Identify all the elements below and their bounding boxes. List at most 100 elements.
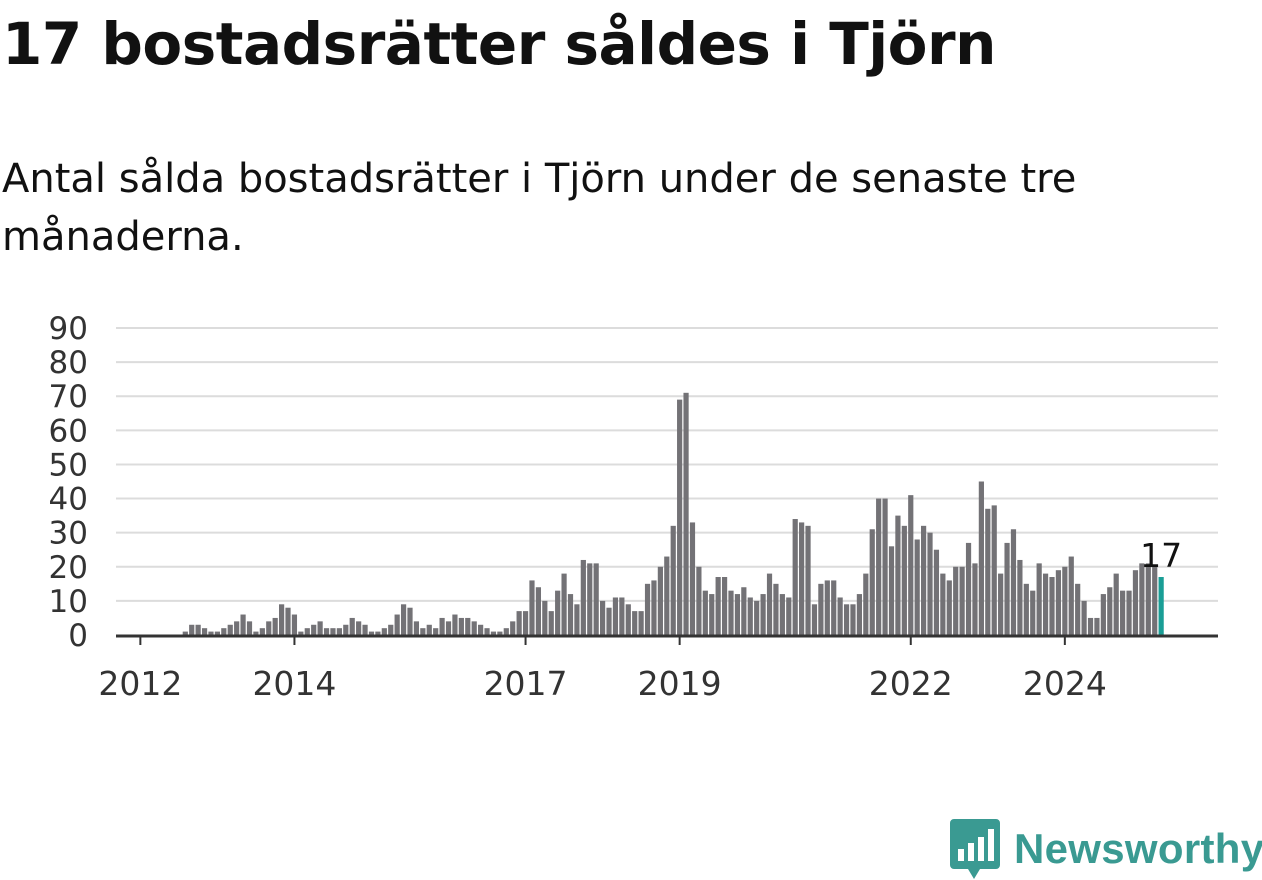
bar — [612, 597, 619, 635]
bar — [1139, 563, 1145, 635]
bar — [1075, 583, 1081, 635]
bar — [1030, 590, 1036, 635]
bar — [497, 631, 503, 635]
bar — [1036, 563, 1042, 635]
bar — [574, 604, 580, 635]
bar — [259, 628, 265, 635]
bar — [189, 624, 195, 635]
bar — [619, 597, 625, 635]
bar — [811, 604, 818, 635]
bar — [381, 628, 387, 635]
bar — [291, 614, 298, 635]
bar — [805, 525, 811, 635]
bar — [754, 600, 760, 635]
bar — [882, 498, 888, 635]
bar — [478, 624, 484, 635]
bar — [433, 628, 439, 635]
bar — [657, 566, 663, 635]
x-tick-label: 2019 — [638, 664, 722, 703]
x-tick-label: 2024 — [1023, 664, 1107, 703]
bar — [747, 597, 753, 635]
bar — [304, 628, 310, 635]
y-tick-label: 20 — [49, 550, 88, 586]
bar — [195, 624, 201, 635]
bar — [985, 508, 991, 635]
bar — [426, 624, 432, 635]
bar — [786, 597, 792, 635]
bar — [927, 532, 933, 635]
bar — [201, 628, 208, 635]
bar — [606, 607, 612, 635]
bar — [863, 573, 869, 635]
bar — [182, 631, 188, 635]
bar — [1087, 617, 1094, 635]
y-tick-label: 40 — [49, 482, 88, 518]
bar — [946, 580, 952, 635]
bar — [1010, 529, 1017, 635]
bar — [1120, 590, 1126, 635]
bar — [240, 614, 246, 635]
bar — [779, 594, 785, 635]
bar — [561, 573, 567, 635]
bar — [837, 597, 843, 635]
x-tick-label: 2017 — [484, 664, 568, 703]
bar — [1113, 573, 1119, 635]
bar — [246, 621, 253, 635]
bar — [272, 617, 278, 635]
bar — [1055, 570, 1062, 635]
bar — [311, 624, 317, 635]
newsworthy-logo: Newsworthy — [950, 818, 1262, 880]
bar — [529, 580, 535, 635]
bar — [959, 566, 965, 635]
bar — [664, 556, 670, 635]
bar — [1081, 600, 1087, 635]
bar — [413, 621, 420, 635]
bar — [439, 617, 445, 635]
bar — [721, 577, 728, 635]
bar — [908, 495, 914, 635]
bar — [375, 631, 381, 635]
bar — [388, 624, 394, 635]
bar — [548, 611, 554, 635]
bar — [227, 624, 233, 635]
bar — [600, 600, 606, 635]
bar — [972, 563, 978, 635]
bar — [567, 594, 574, 635]
bar — [555, 590, 561, 635]
x-axis-ticks: 2012 2014 2017 2019 2022 2024 — [98, 636, 1107, 703]
bar — [940, 573, 946, 635]
bar — [1017, 559, 1023, 635]
bar — [522, 611, 529, 635]
bar — [253, 631, 259, 635]
bar — [1049, 577, 1055, 635]
bar — [683, 392, 689, 635]
bar — [298, 631, 304, 635]
bar — [644, 583, 651, 635]
bar — [471, 621, 477, 635]
bar — [766, 573, 773, 635]
y-tick-label: 50 — [49, 447, 88, 483]
bar — [933, 549, 940, 635]
newsworthy-logo-icon — [950, 819, 1000, 879]
bar — [895, 515, 901, 635]
bar — [208, 631, 214, 635]
bar — [1062, 566, 1068, 635]
bar — [394, 614, 400, 635]
bar — [1100, 594, 1106, 635]
y-tick-label: 90 — [49, 311, 88, 347]
bar — [458, 617, 464, 635]
bar — [991, 505, 997, 635]
bar — [965, 542, 972, 635]
bar — [728, 590, 734, 635]
bar — [831, 580, 837, 635]
bar — [420, 628, 426, 635]
chart-subtitle: Antal sålda bostadsrätter i Tjörn under … — [2, 156, 1077, 260]
bar — [1004, 542, 1010, 635]
bar — [285, 607, 291, 635]
bar — [1068, 556, 1074, 635]
bar — [741, 587, 747, 635]
bar — [760, 594, 766, 635]
bar — [580, 559, 586, 635]
bar — [792, 519, 798, 635]
bar — [824, 580, 830, 635]
